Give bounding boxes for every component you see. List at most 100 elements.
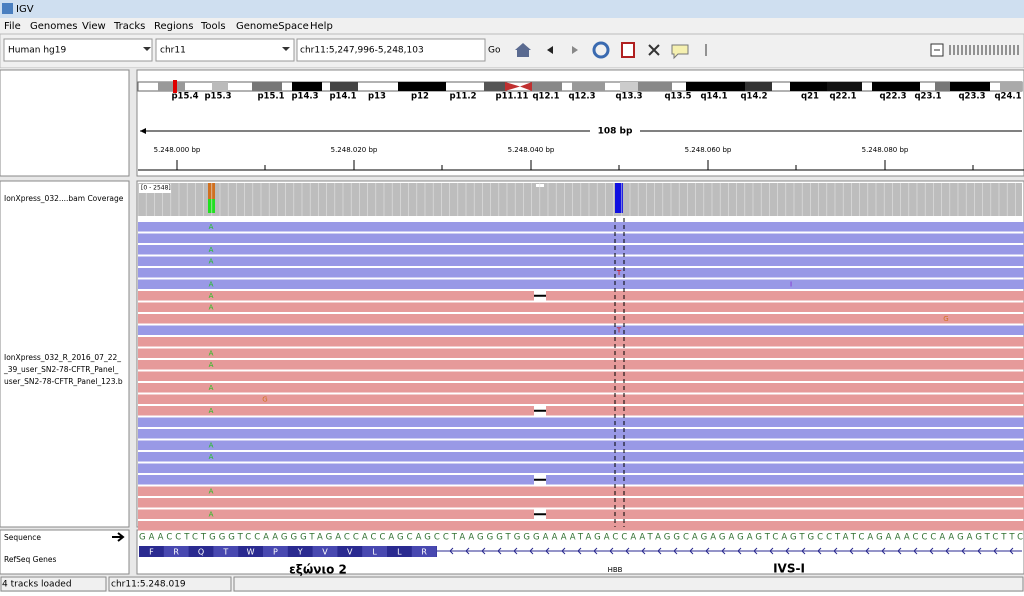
strand-chevron	[481, 547, 486, 555]
read	[138, 256, 1024, 266]
read	[138, 245, 1024, 255]
resize-button[interactable]	[648, 44, 660, 56]
ruler-label: 5.248.020 bp	[331, 146, 378, 154]
menu-item[interactable]: Tools	[200, 21, 226, 32]
cytoband	[686, 82, 745, 91]
cytoband-label: q23.3	[958, 92, 985, 102]
cytoband-label: p11.11	[496, 92, 529, 102]
popup-button[interactable]	[671, 44, 689, 60]
menu-item[interactable]: View	[82, 21, 106, 32]
read	[138, 348, 1024, 358]
read	[138, 498, 1024, 508]
chromosome-box[interactable]	[155, 38, 295, 62]
mismatch-base: A	[209, 258, 214, 266]
strand-chevron	[657, 547, 662, 555]
menu-item[interactable]: GenomeSpace	[236, 21, 309, 32]
read	[138, 371, 1024, 381]
status-bar	[0, 576, 1024, 592]
strand-chevron	[897, 547, 902, 555]
cytoband-label: p14.1	[329, 92, 356, 102]
strand-chevron	[497, 547, 502, 555]
mismatch-base: A	[209, 511, 214, 519]
strand-chevron	[609, 547, 614, 555]
intron-annotation: IVS-I	[773, 562, 805, 576]
strand-chevron	[465, 547, 470, 555]
forward-button[interactable]	[572, 46, 578, 54]
cytoband	[398, 82, 446, 91]
current-region	[173, 80, 177, 93]
cytoband-label: p11.2	[449, 92, 476, 102]
strand-chevron	[801, 547, 806, 555]
coverage-range: [0 - 2548]	[141, 185, 171, 192]
menu-item[interactable]: Genomes	[30, 21, 77, 32]
alignment-track-name: user_SN2-78-CFTR_Panel_123.b	[4, 377, 123, 386]
sequence-track-name: Sequence	[4, 533, 41, 542]
amino-acid: V	[322, 548, 328, 557]
coverage-track-name: IonXpress_032....bam Coverage	[4, 194, 124, 203]
cytoband	[484, 82, 505, 91]
strand-chevron	[769, 547, 774, 555]
strand-chevron	[785, 547, 790, 555]
read	[138, 475, 1024, 485]
status-cell	[233, 576, 1024, 592]
read	[138, 452, 1024, 462]
refresh-button[interactable]	[592, 41, 610, 59]
strand-chevron	[929, 547, 934, 555]
mismatch-base: A	[209, 304, 214, 312]
home-button[interactable]	[515, 43, 531, 57]
zoom-slider[interactable]	[949, 45, 1019, 55]
genome-box[interactable]	[3, 38, 153, 62]
cytoband-label: p13	[368, 92, 386, 102]
exon-annotation: εξώνιο 2	[289, 563, 347, 577]
strand-chevron	[705, 547, 710, 555]
menu-item[interactable]: File	[4, 21, 21, 32]
menu-item[interactable]: Help	[310, 21, 333, 32]
ideogram: p15.4 p15.3 p15.1 p14.3 p14.1 p13 p12 p11.2 p11.…	[137, 80, 1023, 102]
cytoband	[790, 82, 827, 91]
read	[138, 521, 1024, 531]
read	[138, 222, 1024, 232]
cytoband-label: q12.1	[532, 92, 559, 102]
centromere	[505, 82, 532, 91]
strand-chevron	[721, 547, 726, 555]
strand-chevron	[545, 547, 550, 555]
cytoband-label: q24.1	[994, 92, 1021, 102]
cytoband	[745, 82, 772, 91]
roi-button[interactable]	[621, 42, 635, 58]
menu-item[interactable]: Regions	[154, 21, 193, 32]
strand-chevron	[993, 547, 998, 555]
amino-acid: R	[173, 548, 179, 557]
status-cell	[0, 576, 107, 592]
app-icon	[2, 3, 13, 14]
read	[138, 268, 1024, 278]
feature-name-panel	[0, 529, 130, 575]
mismatch-base: A	[209, 488, 214, 496]
cytoband	[1000, 82, 1022, 91]
status-cell	[108, 576, 232, 592]
status-message: 4 tracks loaded	[2, 580, 72, 590]
genome-value: Human hg19	[8, 46, 66, 56]
mismatch-base: G	[943, 315, 948, 323]
title-bar	[0, 0, 1024, 18]
strand-chevron	[593, 547, 598, 555]
go-button[interactable]: Go	[488, 46, 501, 56]
amino-acid: P	[273, 548, 278, 557]
cytoband-label: q12.3	[568, 92, 595, 102]
strand-chevron	[881, 547, 886, 555]
strand-chevron	[625, 547, 630, 555]
cytoband	[158, 82, 185, 91]
menu-item[interactable]: Tracks	[113, 21, 145, 32]
read	[138, 406, 1024, 416]
cytoband-label: p14.3	[291, 92, 318, 102]
codon	[213, 546, 239, 557]
locus-box[interactable]	[296, 38, 486, 62]
back-button[interactable]	[547, 46, 553, 54]
strand-chevron	[577, 547, 582, 555]
cytoband	[872, 82, 920, 91]
ruler-label: 5.248.060 bp	[685, 146, 732, 154]
cytoband-label: q14.1	[700, 92, 727, 102]
amino-acid: T	[222, 548, 228, 557]
cytoband-label: q13.3	[615, 92, 642, 102]
strand-arrow[interactable]	[112, 532, 125, 542]
